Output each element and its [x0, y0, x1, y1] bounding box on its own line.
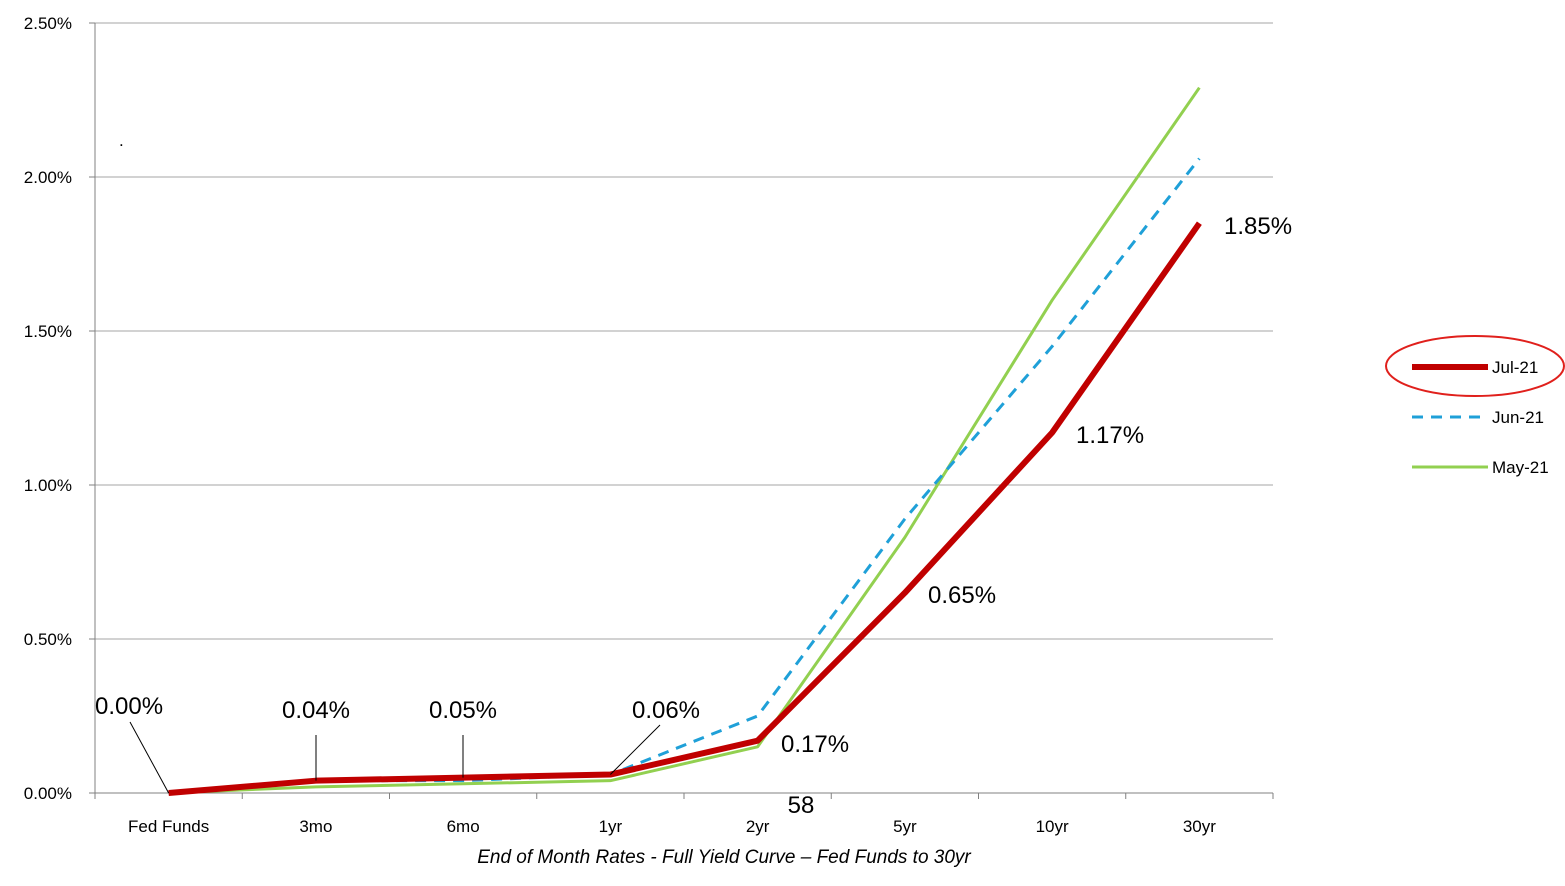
series-layer — [168, 86, 1202, 796]
legend-label: May-21 — [1492, 458, 1549, 477]
leader-layer — [129, 721, 661, 794]
x-tick-label: 2yr — [746, 817, 770, 836]
y-tick-label: 2.50% — [24, 14, 72, 33]
y-tick-label: 2.00% — [24, 168, 72, 187]
x-axis-title: End of Month Rates - Full Yield Curve – … — [477, 847, 971, 868]
y-tick-label: 1.50% — [24, 322, 72, 341]
series-line-jul-21 — [168, 221, 1202, 796]
y-tick-label: 0.00% — [24, 784, 72, 803]
legend-label: Jul-21 — [1492, 358, 1538, 377]
x-tick-label: 30yr — [1183, 817, 1216, 836]
legend-highlight-ellipse — [1385, 335, 1565, 397]
x-tick-label: 5yr — [893, 817, 917, 836]
data-label-leader — [129, 721, 170, 794]
data-label: 1.85% — [1224, 213, 1292, 240]
y-tick-label: 0.50% — [24, 630, 72, 649]
data-label: 0.04% — [282, 697, 350, 724]
x-tick-label: Fed Funds — [128, 817, 209, 836]
data-label: 0.06% — [632, 697, 700, 724]
x-tick-label: 10yr — [1036, 817, 1069, 836]
data-label: 1.17% — [1076, 422, 1144, 449]
x-tick-label: 6mo — [447, 817, 480, 836]
data-label-leader — [610, 724, 661, 775]
stray-dot: . — [119, 131, 124, 150]
axis-layer: 0.00% 0.50% 1.00% 1.50% 2.00% 2.50% Fed Funds 3… — [24, 14, 1274, 836]
x-tick-label: 3mo — [299, 817, 332, 836]
grid-layer — [95, 22, 1273, 640]
data-label: 0.05% — [429, 697, 497, 724]
legend-label: Jun-21 — [1492, 408, 1544, 427]
series-line-may-21 — [168, 86, 1201, 795]
data-label: 0.65% — [928, 582, 996, 609]
page-number: 58 — [788, 792, 815, 819]
data-label: 0.00% — [95, 693, 163, 720]
data-label: 0.17% — [781, 731, 849, 758]
label-layer: 0.00% 0.04% 0.05% 0.06% 0.17% 0.65% 1.17% 1.85% — [95, 213, 1292, 758]
legend-layer: Jul-21 Jun-21 May-21 — [1385, 335, 1565, 477]
y-tick-label: 1.00% — [24, 476, 72, 495]
x-tick-label: 1yr — [599, 817, 623, 836]
